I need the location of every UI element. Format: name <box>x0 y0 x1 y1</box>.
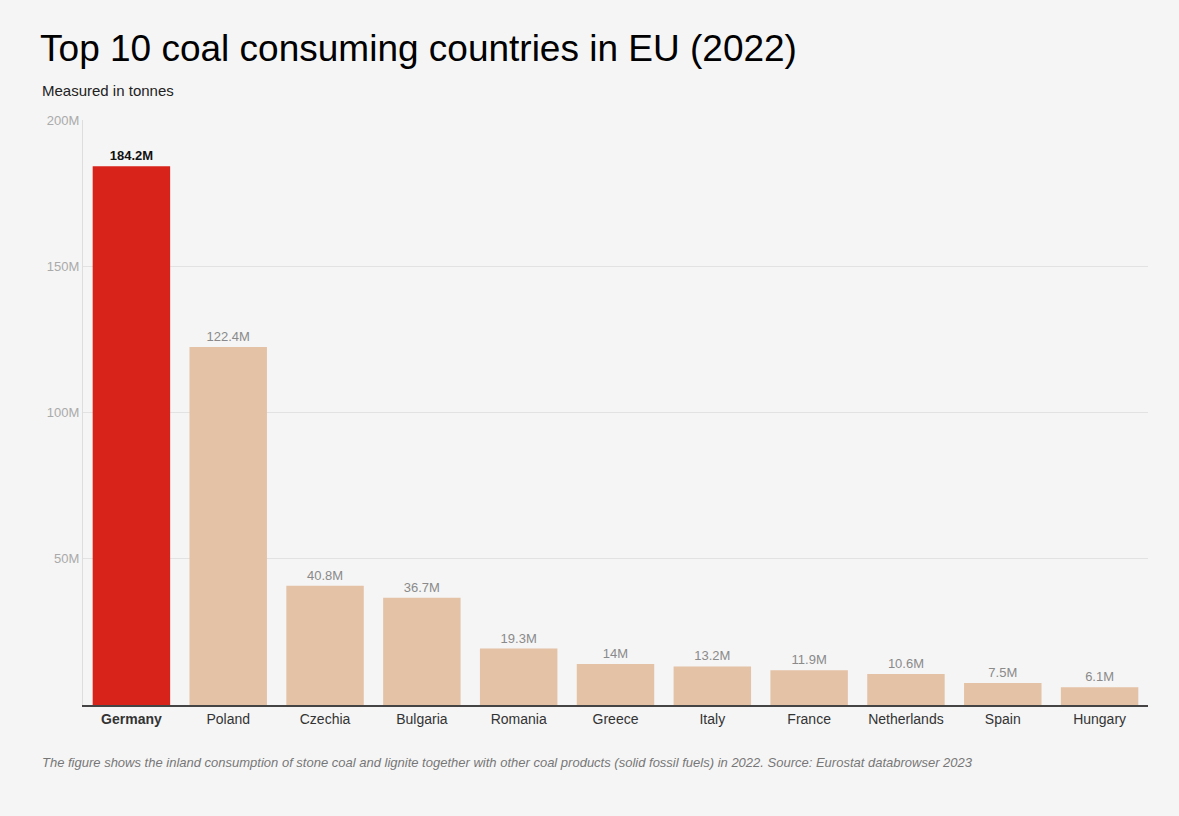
svg-text:122.4M: 122.4M <box>207 329 250 344</box>
svg-text:Italy: Italy <box>699 711 725 727</box>
svg-text:Hungary: Hungary <box>1073 711 1126 727</box>
svg-text:184.2M: 184.2M <box>110 148 153 163</box>
svg-text:Bulgaria: Bulgaria <box>396 711 448 727</box>
svg-text:The figure shows the inland co: The figure shows the inland consumption … <box>42 755 973 770</box>
svg-text:6.1M: 6.1M <box>1085 669 1114 684</box>
svg-text:7.5M: 7.5M <box>988 665 1017 680</box>
svg-text:14M: 14M <box>603 646 628 661</box>
svg-text:Romania: Romania <box>491 711 547 727</box>
svg-text:Germany: Germany <box>101 711 162 727</box>
svg-text:100M: 100M <box>47 405 80 420</box>
svg-text:50M: 50M <box>54 551 79 566</box>
svg-text:Measured in tonnes: Measured in tonnes <box>42 82 174 99</box>
svg-text:10.6M: 10.6M <box>888 656 924 671</box>
svg-text:Poland: Poland <box>206 711 250 727</box>
svg-text:36.7M: 36.7M <box>404 580 440 595</box>
svg-text:19.3M: 19.3M <box>501 631 537 646</box>
svg-text:13.2M: 13.2M <box>694 648 730 663</box>
svg-text:150M: 150M <box>47 259 80 274</box>
svg-text:11.9M: 11.9M <box>792 652 827 667</box>
svg-text:200M: 200M <box>47 113 80 128</box>
svg-text:Spain: Spain <box>985 711 1021 727</box>
svg-text:Greece: Greece <box>593 711 639 727</box>
svg-text:France: France <box>787 711 831 727</box>
svg-text:40.8M: 40.8M <box>307 568 343 583</box>
svg-text:Netherlands: Netherlands <box>868 711 944 727</box>
svg-text:Top 10 coal consuming countrie: Top 10 coal consuming countries in EU (2… <box>40 28 797 69</box>
svg-text:Czechia: Czechia <box>300 711 351 727</box>
